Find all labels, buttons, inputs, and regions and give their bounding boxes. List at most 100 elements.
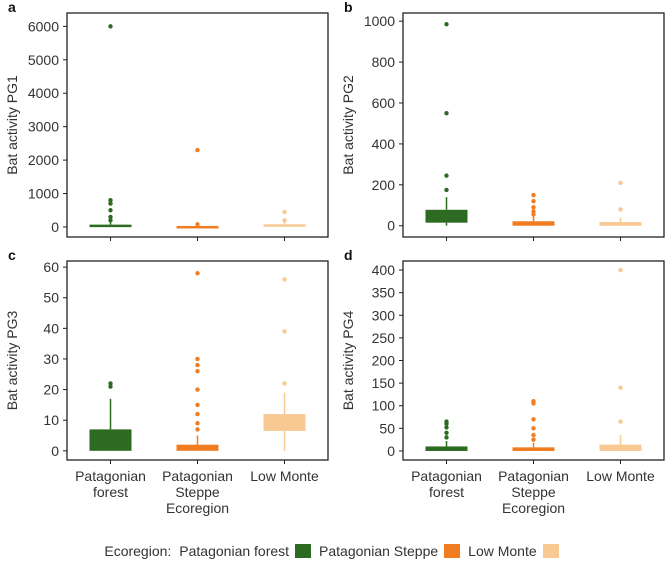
outlier-point [195,411,200,417]
outlier-point [444,419,449,424]
outlier-point [444,187,449,193]
outlier-point [195,402,200,408]
panel-b: b 0 200 400 600 800 1000 Bat activity PG2 [340,0,665,241]
box-low-monte [599,180,642,226]
x-tick-label-line: Patagonian [75,468,146,484]
box-iqr [599,444,642,451]
y-tick-label: 100 [372,398,396,414]
box-low-monte [263,277,306,451]
outlier-point [531,432,536,438]
legend-label-steppe: Patagonian Steppe [319,543,439,559]
outlier-point [195,356,200,362]
y-tick-label: 60 [43,259,59,275]
y-tick-label: 250 [372,330,396,346]
box-patagonian-forest [425,22,468,226]
outlier-point [108,381,113,386]
y-tick-label: 0 [387,218,395,234]
y-tick-label: 1000 [364,13,395,29]
outlier-point [195,421,200,426]
x-tick-label: Patagonian Steppe Ecoregion [498,468,569,516]
y-tick-label: 50 [43,290,59,306]
x-tick-label-line: forest [93,484,128,500]
y-tick-label: 40 [43,320,59,336]
x-tick-label: Patagonian forest [75,468,146,500]
outlier-point [195,427,200,432]
outlier-point [444,22,449,27]
y-axis-label: Bat activity PG2 [340,75,356,175]
box-low-monte [263,209,306,227]
y-tick-label: 2000 [28,152,59,168]
y-tick-label: 30 [43,351,59,367]
y-tick-label: 0 [51,219,59,235]
box-low-monte [599,267,642,451]
outlier-point [282,329,287,334]
panel-label: c [8,247,16,263]
outlier-point [195,271,200,276]
outlier-point [282,209,287,215]
y-tick-label: 800 [372,54,396,70]
box-iqr [263,414,306,431]
legend-title: Ecoregion: [104,543,172,559]
y-tick-label: 50 [379,420,395,436]
legend: Ecoregion: Patagonian forest Patagonian … [0,539,669,563]
y-tick-label: 150 [372,375,396,391]
outlier-point [195,147,200,153]
y-tick-label: 1000 [28,186,59,202]
y-tick-label: 600 [372,95,396,111]
y-tick-label: 6000 [28,18,59,34]
outlier-point [444,111,449,116]
outlier-point [282,381,287,386]
y-tick-label: 300 [372,307,396,323]
outlier-point [108,201,113,206]
outlier-point [531,417,536,422]
x-tick-label: Low Monte [250,468,319,484]
box-patagonian-forest [425,419,468,451]
y-tick-label: 10 [43,412,59,428]
outlier-point [108,214,113,220]
x-tick-label-line: Patagonian [411,468,482,484]
y-tick-label: 200 [372,353,396,369]
panel-label: d [344,247,353,263]
x-tick-label: Patagonian forest [411,468,482,500]
x-tick-label-line: Ecoregion [502,500,565,516]
x-tick-label-line: Ecoregion [166,500,229,516]
x-tick-label-line: Patagonian [498,468,569,484]
box-iqr [512,221,555,226]
panel-label: a [8,0,16,15]
x-tick-label-line: Patagonian [162,468,233,484]
panel-d: d 0 50 100 150 200 250 300 350 400 Bat activity PG… [340,247,665,516]
y-axis-label: Bat activity PG3 [4,310,20,410]
outlier-point [108,198,113,203]
box-patagonian-steppe [512,192,555,226]
x-tick-label-line: Steppe [511,484,556,500]
box-iqr [89,429,132,451]
outlier-point [618,207,623,212]
panel-c: c 0 10 20 30 40 50 60 Bat activity PG3 Patagonian… [4,247,329,516]
outlier-point [444,435,449,440]
outlier-point [108,218,113,223]
y-axis-label: Bat activity PG4 [340,310,356,410]
outlier-point [108,384,113,389]
y-tick-label: 4000 [28,85,59,101]
outlier-point [444,425,449,430]
box-patagonian-steppe [512,399,555,451]
y-tick-label: 0 [387,443,395,459]
box-patagonian-forest [89,381,132,451]
box-iqr [425,209,468,223]
legend-swatch-forest [295,544,312,558]
legend-label-forest: Patagonian forest [179,543,290,559]
y-tick-label: 350 [372,285,396,301]
box-patagonian-steppe [176,271,219,451]
y-tick-label: 3000 [28,119,59,135]
y-tick-label: 400 [372,262,396,278]
x-tick-label: Patagonian Steppe Ecoregion [162,468,233,516]
y-tick-label: 200 [372,177,396,193]
box-patagonian-steppe [176,147,219,229]
outlier-point [531,426,536,431]
x-tick-label-line: Low Monte [250,468,319,484]
outlier-point [108,24,113,29]
outlier-point [282,218,287,223]
y-axis-label: Bat activity PG1 [4,75,20,175]
y-tick-label: 5000 [28,52,59,68]
y-tick-label: 20 [43,382,59,398]
